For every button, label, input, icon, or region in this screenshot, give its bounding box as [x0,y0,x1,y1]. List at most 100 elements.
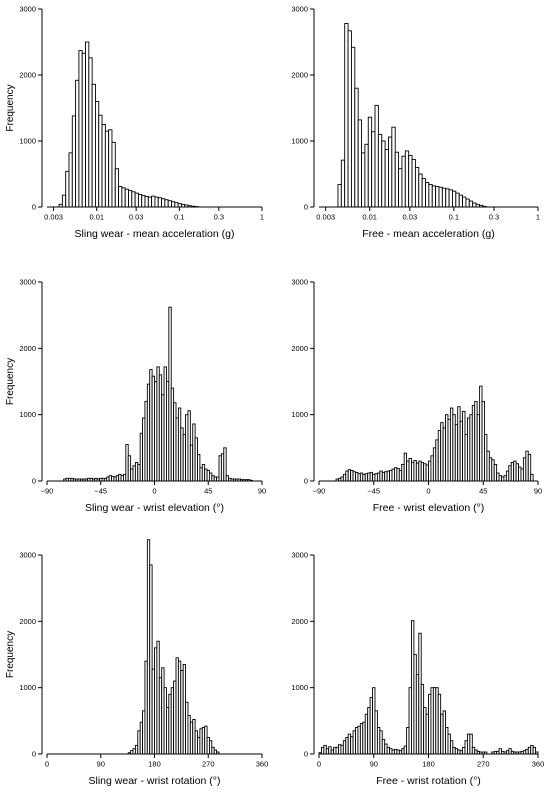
histogram-bar [174,202,179,208]
histogram-bar [408,155,413,208]
histogram-bar [94,100,100,208]
histogram-bar [85,41,90,208]
x-tick-label: 0 [317,760,321,769]
histogram-bar [431,185,437,208]
histogram-bar [81,52,86,208]
chart-panel-3: 0 1000 2000 3000 −90 −45 0 45 90 Sling wear - wri… [5,278,266,515]
x-tick-label: 0 [426,487,430,496]
y-tick-label: 0 [32,203,36,212]
x-tick-label: 0.1 [449,213,459,222]
histogram-bar [435,186,440,208]
y-tick-label: 0 [304,203,308,212]
histogram-bar [337,184,342,208]
histogram-bar [357,119,362,208]
x-tick-label: 45 [204,487,212,496]
x-axis-title: Sling wear - mean acceleration (g) [75,228,235,240]
histogram-bar [401,155,406,208]
x-tick-label: 0 [45,760,49,769]
x-tick-label: 0.01 [362,213,377,222]
histogram-bar [161,198,166,208]
y-tick-label: 3000 [19,278,36,287]
histogram-bar [441,187,447,208]
histogram-bar [98,114,103,208]
histogram-bar [414,166,420,208]
x-tick-label: 90 [258,487,266,496]
histogram-bar [340,159,346,208]
y-tick-label: 2000 [19,71,36,80]
x-tick-label: 0.3 [214,213,224,222]
x-tick-label: −45 [94,487,107,496]
x-tick-label: 0.003 [316,213,335,222]
chart-panel-2: 0 1000 2000 3000 0.003 0.01 0.03 0.1 0.3 1 Free - … [291,5,540,241]
histogram-bar [418,173,423,208]
y-tick-label: 2000 [19,344,36,353]
histogram-bar [114,168,120,208]
histogram-bar [344,23,349,208]
histogram-bar [361,152,366,208]
y-axis-title: Frequency [5,84,16,131]
histogram-bar [65,170,70,208]
histogram-bar [425,182,430,208]
y-tick-label: 0 [304,477,308,486]
histogram-bar [354,87,359,208]
y-tick-label: 1000 [291,410,308,419]
histogram-bar [108,129,113,208]
x-tick-label: −90 [313,487,326,496]
histogram-bar [398,168,403,208]
histogram-bar [61,194,67,208]
x-tick-label: 270 [477,760,490,769]
histogram-bar [462,196,467,208]
x-tick-label: 180 [148,760,161,769]
x-tick-label: 45 [479,487,487,496]
y-tick-label: 0 [32,477,36,486]
x-tick-label: 0 [152,487,156,496]
histogram-bar [468,200,474,208]
histogram-bar [121,187,126,208]
histogram-bar [78,50,83,208]
y-axis-title: Frequency [5,358,16,405]
histogram-bar [374,104,379,208]
histogram-bar [167,200,172,208]
y-tick-label: 2000 [291,617,308,626]
x-axis-title: Free - wrist elevation (°) [373,502,485,514]
x-tick-label: 0.03 [403,213,418,222]
y-tick-label: 3000 [19,551,36,560]
histogram-bar [411,159,416,208]
y-tick-label: 3000 [291,551,308,560]
histogram-bar [445,188,450,208]
histogram-bar [118,186,123,208]
x-tick-label: 1 [536,213,540,222]
chart-panel-5: 0 1000 2000 3000 0 90 180 270 360 Sling wear - wr… [5,539,269,787]
histogram-bar [88,57,93,208]
x-axis-title: Free - wrist rotation (°) [376,775,481,787]
x-tick-label: 180 [422,760,435,769]
histogram-bar [452,190,457,208]
x-tick-label: −90 [41,487,54,496]
histogram-bar [134,192,139,208]
histogram-bar [377,133,383,208]
histogram-bar [128,190,133,208]
histogram-bar [111,141,116,208]
y-tick-label: 1000 [19,683,36,692]
histogram-bar [350,46,356,208]
y-tick-label: 2000 [291,71,308,80]
histogram-bar [391,126,396,208]
histogram-bar [141,194,146,208]
histogram-bar [131,191,136,208]
y-tick-label: 3000 [291,278,308,287]
histogram-bar [438,186,443,208]
x-tick-label: 270 [202,760,215,769]
y-tick-label: 2000 [19,617,36,626]
x-tick-label: 360 [256,760,269,769]
x-tick-label: 0.003 [44,213,63,222]
histogram-bar [68,152,73,208]
histogram-bar [171,201,176,208]
y-axis-title: Frequency [5,631,16,678]
histogram-bar [458,194,464,208]
x-tick-label: 0.01 [89,213,104,222]
histogram-bar [394,151,400,208]
histogram-bar [364,143,369,208]
chart-panel-6: 0 1000 2000 3000 0 90 180 270 360 Free - wrist ro… [291,551,544,788]
x-tick-label: 90 [370,760,378,769]
